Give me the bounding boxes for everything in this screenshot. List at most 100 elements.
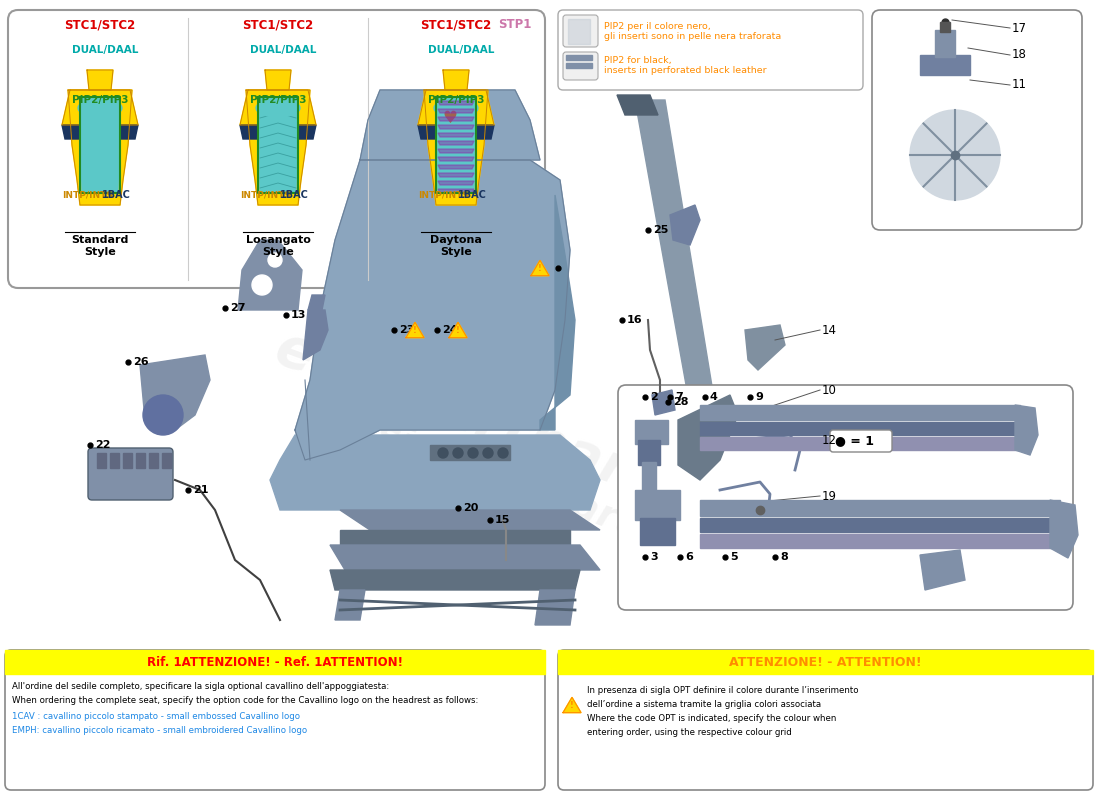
Text: 12: 12 bbox=[822, 434, 837, 446]
Polygon shape bbox=[360, 90, 540, 160]
Polygon shape bbox=[336, 590, 365, 620]
Polygon shape bbox=[558, 650, 1093, 674]
Text: ● = 1: ● = 1 bbox=[835, 434, 874, 447]
Polygon shape bbox=[308, 295, 324, 310]
Text: passion for parts: passion for parts bbox=[298, 388, 662, 552]
Text: 24: 24 bbox=[442, 325, 458, 335]
Text: 6: 6 bbox=[685, 552, 693, 562]
Text: 17: 17 bbox=[1012, 22, 1027, 34]
Text: In presenza di sigla OPT definire il colore durante l’inserimento: In presenza di sigla OPT definire il col… bbox=[587, 686, 858, 695]
Text: PIP2 per il colore nero,
gli inserti sono in pelle nera traforata: PIP2 per il colore nero, gli inserti son… bbox=[604, 22, 781, 42]
Polygon shape bbox=[330, 570, 580, 590]
Text: Rif. 1ATTENZIONE! - Ref. 1ATTENTION!: Rif. 1ATTENZIONE! - Ref. 1ATTENTION! bbox=[147, 655, 403, 669]
Polygon shape bbox=[935, 30, 955, 57]
Polygon shape bbox=[920, 55, 970, 75]
Polygon shape bbox=[568, 19, 590, 44]
Text: 5: 5 bbox=[730, 552, 738, 562]
FancyBboxPatch shape bbox=[563, 15, 598, 47]
Polygon shape bbox=[418, 90, 494, 125]
Text: 2: 2 bbox=[650, 392, 658, 402]
Text: 25: 25 bbox=[653, 225, 669, 235]
Polygon shape bbox=[700, 422, 1020, 435]
Text: 19: 19 bbox=[822, 490, 837, 502]
Text: 18: 18 bbox=[1012, 49, 1027, 62]
Text: DUAL/DAAL: DUAL/DAAL bbox=[250, 45, 317, 55]
Circle shape bbox=[468, 448, 478, 458]
Text: !: ! bbox=[570, 702, 574, 710]
Text: 11: 11 bbox=[1012, 78, 1027, 91]
Polygon shape bbox=[438, 165, 474, 169]
Text: dell’ordine a sistema tramite la griglia colori associata: dell’ordine a sistema tramite la griglia… bbox=[587, 700, 821, 709]
Polygon shape bbox=[87, 70, 113, 90]
FancyBboxPatch shape bbox=[872, 10, 1082, 230]
Polygon shape bbox=[240, 125, 316, 139]
Polygon shape bbox=[700, 405, 1020, 420]
Text: INTP/INTS: INTP/INTS bbox=[62, 190, 113, 199]
Text: ATTENZIONE! - ATTENTION!: ATTENZIONE! - ATTENTION! bbox=[728, 655, 922, 669]
Polygon shape bbox=[438, 133, 474, 137]
Text: EMPH: cavallino piccolo ricamato - small embroidered Cavallino logo: EMPH: cavallino piccolo ricamato - small… bbox=[12, 726, 307, 735]
Polygon shape bbox=[406, 322, 424, 338]
Circle shape bbox=[483, 448, 493, 458]
Text: !: ! bbox=[414, 326, 417, 335]
Polygon shape bbox=[700, 500, 1060, 516]
Polygon shape bbox=[246, 90, 310, 205]
Text: PIP2/PIP3: PIP2/PIP3 bbox=[428, 95, 484, 105]
Circle shape bbox=[498, 448, 508, 458]
Text: 1BAC: 1BAC bbox=[102, 190, 131, 200]
Polygon shape bbox=[566, 55, 592, 60]
Polygon shape bbox=[635, 490, 680, 520]
FancyBboxPatch shape bbox=[830, 430, 892, 452]
Text: 22: 22 bbox=[95, 440, 110, 450]
Text: PIP2/PIP3: PIP2/PIP3 bbox=[250, 95, 307, 105]
Text: STP1: STP1 bbox=[498, 18, 531, 31]
Text: entering order, using the respective colour grid: entering order, using the respective col… bbox=[587, 728, 792, 737]
Text: 15: 15 bbox=[495, 515, 510, 525]
Polygon shape bbox=[566, 63, 592, 68]
Circle shape bbox=[910, 110, 1000, 200]
Polygon shape bbox=[652, 390, 675, 415]
Polygon shape bbox=[940, 22, 950, 32]
FancyBboxPatch shape bbox=[6, 650, 544, 790]
Circle shape bbox=[143, 395, 183, 435]
Polygon shape bbox=[531, 260, 549, 276]
Polygon shape bbox=[270, 435, 600, 510]
FancyBboxPatch shape bbox=[618, 385, 1072, 610]
Text: eurocartparts: eurocartparts bbox=[268, 321, 692, 519]
Polygon shape bbox=[635, 420, 668, 444]
Polygon shape bbox=[438, 149, 474, 153]
Polygon shape bbox=[642, 462, 656, 490]
Polygon shape bbox=[438, 109, 474, 113]
Circle shape bbox=[268, 253, 282, 267]
Polygon shape bbox=[700, 534, 1060, 548]
Text: 8: 8 bbox=[780, 552, 788, 562]
Text: DUAL/DAAL: DUAL/DAAL bbox=[428, 45, 494, 55]
Polygon shape bbox=[438, 173, 474, 177]
Polygon shape bbox=[535, 590, 575, 625]
Ellipse shape bbox=[434, 99, 478, 117]
Text: !: ! bbox=[538, 264, 542, 274]
Circle shape bbox=[252, 275, 272, 295]
Polygon shape bbox=[617, 95, 658, 115]
FancyBboxPatch shape bbox=[563, 52, 598, 80]
Ellipse shape bbox=[256, 99, 300, 117]
Polygon shape bbox=[418, 125, 494, 139]
Polygon shape bbox=[240, 90, 316, 125]
Text: 16: 16 bbox=[627, 315, 642, 325]
Polygon shape bbox=[540, 195, 575, 430]
FancyBboxPatch shape bbox=[558, 10, 864, 90]
Polygon shape bbox=[258, 97, 298, 193]
Polygon shape bbox=[302, 310, 328, 360]
Polygon shape bbox=[330, 545, 600, 570]
Text: PIP2/PIP3: PIP2/PIP3 bbox=[72, 95, 129, 105]
Polygon shape bbox=[62, 90, 138, 125]
Polygon shape bbox=[340, 530, 570, 545]
Text: 4: 4 bbox=[710, 392, 718, 402]
Circle shape bbox=[438, 448, 448, 458]
Polygon shape bbox=[640, 518, 675, 545]
Polygon shape bbox=[162, 453, 170, 468]
Polygon shape bbox=[438, 189, 474, 193]
Text: Standard
Style: Standard Style bbox=[72, 235, 129, 257]
Text: 20: 20 bbox=[463, 503, 478, 513]
Polygon shape bbox=[449, 322, 468, 338]
